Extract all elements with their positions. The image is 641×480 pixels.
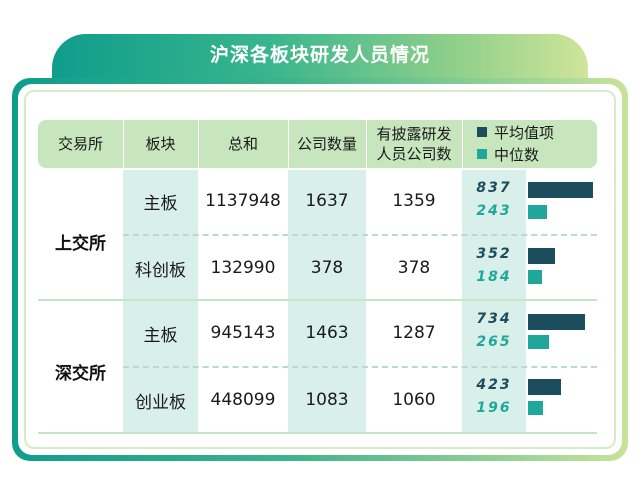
cell-company-count: 1637 [305,191,349,211]
header-separator [288,120,289,168]
avg-value-label: 734 [476,311,512,327]
header-disclosed-line2: 人员公司数 [376,145,452,163]
cell-company-count: 1463 [305,323,349,343]
chart-title: 沪深各板块研发人员情况 [209,44,430,66]
header-exchange: 交易所 [57,135,103,153]
card-frame [24,90,616,449]
header-board: 板块 [145,135,176,153]
legend-median-label: 中位数 [494,146,540,164]
avg-value-label: 837 [476,180,512,196]
legend-avg-swatch [477,127,487,137]
header-disclosed: 有披露研发 人员公司数 [366,120,462,168]
header-disclosed-line1: 有披露研发 [376,125,452,143]
avg-bar [528,182,593,198]
legend-avg-label: 平均值项 [494,124,555,142]
header-separator [462,120,463,168]
cell-disclosed: 378 [397,258,431,278]
header-separator [366,120,367,168]
exchange-label-sse: 上交所 [55,234,106,254]
median-bar [528,270,542,284]
avg-bar [528,248,555,264]
cell-total: 448099 [210,390,276,410]
board-column-bg [123,170,198,433]
median-value-label: 184 [476,269,512,285]
median-value-label: 265 [476,334,512,350]
cell-disclosed: 1359 [392,191,436,211]
exchange-label-szse: 深交所 [55,364,106,384]
header-separator [198,120,199,168]
row-separator [123,366,597,368]
company-count-column-bg [288,170,366,433]
cell-total: 132990 [210,258,276,278]
median-value-label: 196 [476,400,512,416]
exchange-separator [38,299,597,301]
cell-company-count: 1083 [305,390,349,410]
median-bar [528,205,547,219]
cell-board: 主板 [143,325,178,346]
table-bottom-line [38,432,597,434]
cell-board: 主板 [143,193,178,214]
cell-company-count: 378 [310,258,344,278]
cell-board: 创业板 [135,392,186,413]
cell-board: 科创板 [135,260,186,281]
median-value-label: 243 [476,203,512,219]
avg-value-label: 423 [476,377,512,393]
legend-median-swatch [477,149,487,159]
median-bar [528,335,549,349]
cell-total: 945143 [210,323,276,343]
row-separator [123,234,597,236]
avg-bar [528,379,561,395]
avg-value-label: 352 [476,246,512,262]
header-company-count: 公司数量 [296,135,357,153]
header-separator [123,120,124,168]
header-total: 总和 [227,135,258,153]
table-header [38,120,597,168]
cell-total: 1137948 [205,191,281,211]
avg-bar [528,314,585,330]
median-bar [528,401,543,415]
values-column-bg [462,170,526,433]
cell-disclosed: 1287 [392,323,436,343]
cell-disclosed: 1060 [392,390,436,410]
